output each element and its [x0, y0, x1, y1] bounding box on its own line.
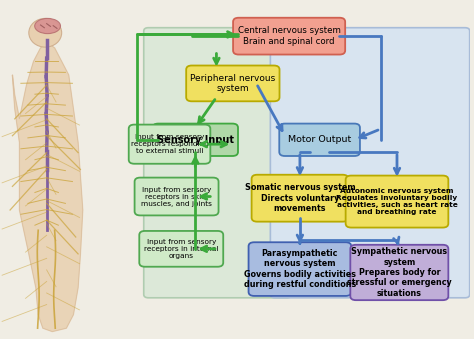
FancyBboxPatch shape: [248, 242, 351, 296]
Text: Sympathetic nervous
system
Prepares body for
stressful or emergency
situations: Sympathetic nervous system Prepares body…: [347, 247, 452, 298]
FancyBboxPatch shape: [350, 245, 448, 300]
Text: Input from sensory
receptors in internal
organs: Input from sensory receptors in internal…: [144, 239, 219, 259]
FancyBboxPatch shape: [129, 125, 210, 164]
Text: Sensory Input: Sensory Input: [157, 135, 234, 145]
Text: Autonomic nervous system
Regulates involuntary bodily
activities, such as heart : Autonomic nervous system Regulates invol…: [337, 188, 457, 215]
Text: Peripheral nervous
system: Peripheral nervous system: [190, 74, 275, 93]
FancyBboxPatch shape: [346, 176, 448, 227]
Text: Input from sensory
receptors responding
to external stimuli: Input from sensory receptors responding …: [131, 134, 209, 154]
Text: Central nervous system
Brain and spinal cord: Central nervous system Brain and spinal …: [237, 26, 340, 46]
Ellipse shape: [35, 18, 61, 34]
FancyBboxPatch shape: [144, 28, 292, 298]
FancyBboxPatch shape: [279, 124, 360, 156]
FancyBboxPatch shape: [135, 178, 219, 215]
FancyBboxPatch shape: [233, 18, 345, 55]
Text: Somatic nervous system
Directs voluntary
movements: Somatic nervous system Directs voluntary…: [245, 183, 355, 213]
Text: Input from sensory
receptors in skin,
muscles, and joints: Input from sensory receptors in skin, mu…: [141, 186, 212, 206]
FancyBboxPatch shape: [270, 28, 470, 298]
Text: Parasympathetic
nervous system
Governs bodily activities
during restful conditio: Parasympathetic nervous system Governs b…: [244, 249, 356, 289]
FancyBboxPatch shape: [139, 231, 223, 267]
Text: Motor Output: Motor Output: [288, 135, 351, 144]
FancyBboxPatch shape: [252, 175, 348, 222]
FancyBboxPatch shape: [186, 65, 280, 101]
FancyBboxPatch shape: [153, 124, 238, 156]
Ellipse shape: [29, 18, 62, 47]
Polygon shape: [12, 43, 83, 332]
